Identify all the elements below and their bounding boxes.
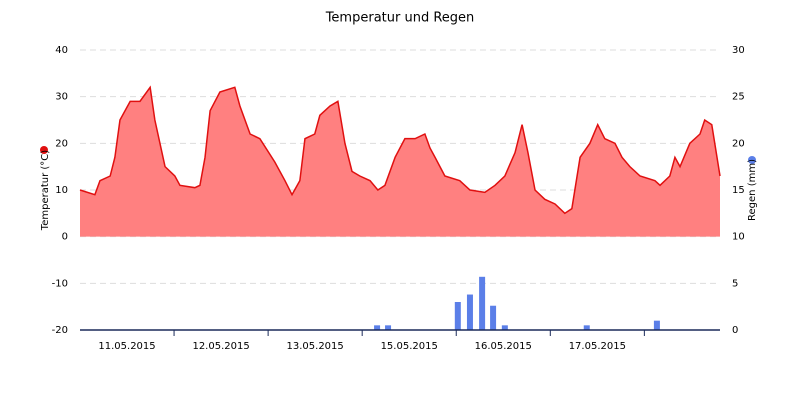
x-tick-label: 13.05.2015 (287, 341, 344, 352)
y2-tick-label: 20 (732, 138, 745, 149)
rain-bar (454, 302, 461, 330)
chart-title: Temperatur und Regen (325, 11, 475, 26)
y-tick-label: 30 (55, 92, 68, 103)
area-fill (80, 87, 720, 237)
y-tick-label: 40 (55, 45, 68, 56)
x-tick-label: 17.05.2015 (569, 341, 626, 352)
rain-bar (501, 325, 508, 330)
y-tick-label: 10 (55, 185, 68, 196)
y2-tick-label: 0 (732, 325, 738, 336)
y-axis-marker (40, 146, 48, 154)
temperature-line (79, 85, 721, 215)
rain-bar (374, 325, 381, 330)
y2-axis-marker (748, 156, 756, 164)
y-tick-label: 20 (55, 138, 68, 149)
y-axis-title: Temperatur (°C) (40, 150, 51, 231)
y2-tick-label: 25 (732, 92, 745, 103)
rain-bar (583, 325, 590, 330)
x-tick-label: 15.05.2015 (381, 341, 438, 352)
rain-bar (466, 294, 473, 330)
rain-bar (490, 305, 497, 330)
rain-bar (385, 325, 392, 330)
x-tick-label: 11.05.2015 (98, 341, 155, 352)
rain-bar (653, 320, 660, 330)
y2-tick-label: 15 (732, 185, 745, 196)
y-tick-label: 0 (62, 232, 68, 243)
y2-tick-label: 30 (732, 45, 745, 56)
y-tick-label: -20 (52, 325, 68, 336)
y-tick-label: -10 (52, 278, 68, 289)
y2-tick-label: 10 (732, 232, 745, 243)
y2-tick-label: 5 (732, 278, 738, 289)
x-tick-label: 12.05.2015 (192, 341, 249, 352)
y2-axis-title: Regen (mm) (747, 159, 758, 221)
rain-bar (479, 276, 486, 330)
x-tick-label: 16.05.2015 (475, 341, 532, 352)
